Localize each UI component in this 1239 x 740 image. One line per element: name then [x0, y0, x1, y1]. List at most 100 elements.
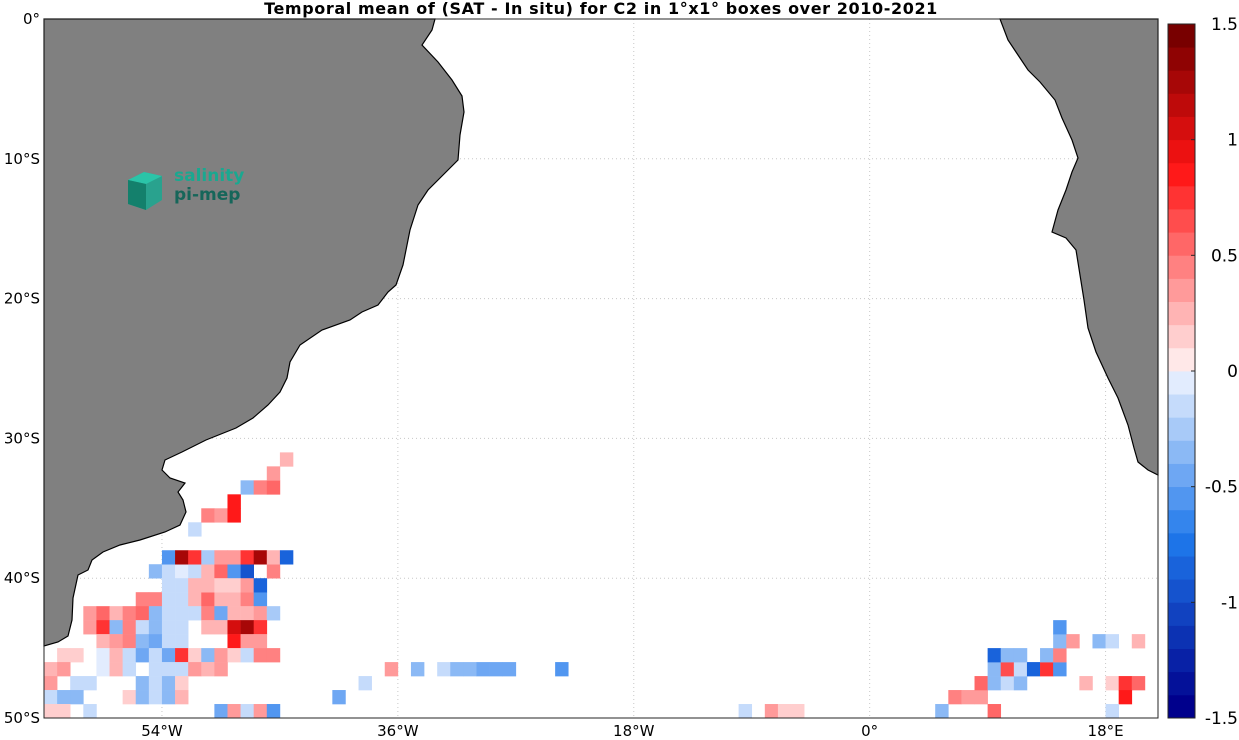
data-cell — [764, 704, 779, 719]
colorbar-tick-label: 0 — [1227, 362, 1238, 382]
data-cell — [279, 550, 294, 565]
data-cell — [175, 648, 189, 663]
data-cell — [384, 662, 399, 677]
data-cell — [1105, 704, 1119, 719]
data-cell — [1053, 634, 1067, 649]
logo-text-line1: salinity — [174, 166, 245, 186]
data-cell — [109, 634, 123, 649]
data-cell — [57, 662, 71, 677]
data-cell — [214, 606, 228, 621]
data-cell — [987, 662, 1002, 677]
data-cell — [253, 620, 268, 635]
data-cell — [266, 564, 281, 579]
data-cell — [1040, 662, 1054, 677]
data-cell — [188, 550, 202, 565]
data-cell — [122, 648, 137, 663]
data-cell — [109, 648, 123, 663]
colorbar-block — [1168, 625, 1195, 649]
data-cell — [188, 648, 202, 663]
data-cell — [253, 704, 268, 719]
data-cell — [83, 704, 97, 719]
data-cell — [266, 466, 281, 481]
data-cell — [122, 662, 137, 677]
colorbar-block — [1168, 463, 1195, 488]
data-cell — [201, 648, 215, 663]
data-cell — [148, 564, 163, 579]
colorbar-block — [1168, 209, 1195, 233]
data-cell — [987, 704, 1002, 719]
colorbar-block — [1168, 255, 1195, 279]
colorbar-block — [1168, 440, 1195, 464]
data-cell — [148, 620, 163, 635]
longitude-tick-label: 18°W — [613, 722, 655, 740]
colorbar-tick-label: -0.5 — [1205, 478, 1238, 498]
data-cell — [253, 648, 268, 663]
data-cell — [135, 606, 150, 621]
longitude-tick-label: 36°W — [377, 722, 419, 740]
data-cell — [974, 690, 988, 705]
data-cell — [161, 550, 176, 565]
data-cell — [227, 704, 241, 719]
data-cell — [109, 620, 123, 635]
colorbar-tick-label: 1 — [1227, 131, 1238, 151]
colorbar-block — [1168, 93, 1195, 117]
data-cell — [1026, 662, 1041, 677]
colorbar — [1168, 24, 1195, 719]
data-cell — [175, 606, 189, 621]
colorbar-block — [1168, 579, 1195, 603]
colorbar-block — [1168, 509, 1195, 534]
data-cell — [1053, 648, 1067, 663]
data-cell — [44, 690, 58, 705]
salinity-difference-cells — [44, 452, 1146, 719]
data-cell — [161, 662, 176, 677]
data-cell — [83, 676, 97, 691]
colorbar-tick-label: -1 — [1221, 593, 1238, 613]
data-cell — [161, 564, 176, 579]
data-cell — [188, 564, 202, 579]
logo-cube-icon — [128, 172, 162, 210]
colorbar-block — [1168, 70, 1195, 94]
data-cell — [1053, 620, 1067, 635]
data-cell — [175, 564, 189, 579]
data-cell — [253, 592, 268, 607]
data-cell — [122, 606, 137, 621]
data-cell — [463, 662, 477, 677]
data-cell — [96, 620, 110, 635]
data-cell — [109, 662, 123, 677]
data-cell — [1013, 676, 1028, 691]
data-cell — [201, 662, 215, 677]
data-cell — [135, 620, 150, 635]
data-cell — [201, 620, 215, 635]
data-cell — [135, 634, 150, 649]
data-cell — [148, 676, 163, 691]
data-cell — [109, 606, 123, 621]
data-cell — [214, 592, 228, 607]
latitude-tick-label: 20°S — [4, 290, 40, 308]
data-cell — [96, 662, 110, 677]
data-cell — [1000, 676, 1015, 691]
data-cell — [1053, 662, 1067, 677]
data-cell — [987, 648, 1002, 663]
data-cell — [1000, 662, 1015, 677]
data-cell — [135, 648, 150, 663]
data-cell — [83, 606, 97, 621]
data-cell — [214, 564, 228, 579]
data-cell — [161, 620, 176, 635]
data-cell — [161, 634, 176, 649]
latitude-tick-label: 10°S — [4, 150, 40, 168]
colorbar-block — [1168, 162, 1195, 187]
longitude-tick-label: 54°W — [141, 722, 183, 740]
data-cell — [227, 508, 241, 523]
data-cell — [175, 592, 189, 607]
data-cell — [266, 550, 281, 565]
data-cell — [1105, 634, 1119, 649]
colorbar-block — [1168, 47, 1195, 71]
data-cell — [175, 690, 189, 705]
data-cell — [1040, 648, 1054, 663]
colorbar-block — [1168, 694, 1195, 719]
data-cell — [175, 578, 189, 593]
data-cell — [96, 634, 110, 649]
salinity-pi-mep-logo: salinity pi-mep — [122, 166, 262, 216]
data-cell — [227, 606, 241, 621]
data-cell — [148, 592, 163, 607]
